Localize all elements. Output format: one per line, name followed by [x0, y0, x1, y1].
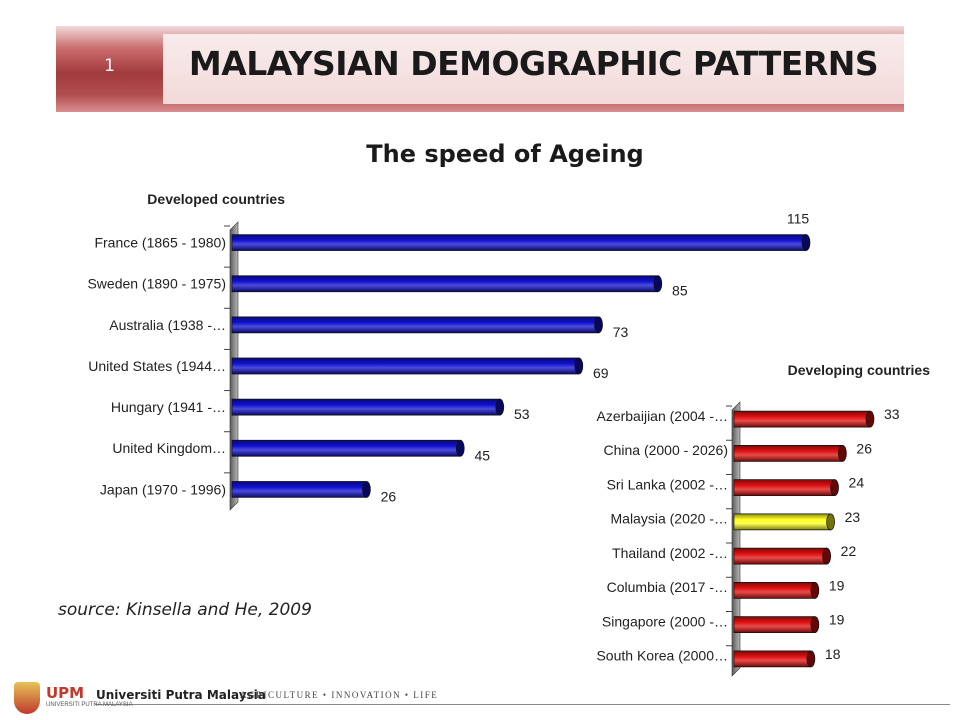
- bar-end-cap: [865, 410, 875, 428]
- bar: [733, 582, 816, 599]
- bar-end-cap: [810, 582, 820, 599]
- footer-tagline: AGRICULTURE • INNOVATION • LIFE: [240, 690, 439, 700]
- category-label: Sri Lanka (2002 -…: [607, 476, 728, 492]
- footer-rule: [95, 704, 950, 705]
- bar-end-cap: [653, 275, 663, 293]
- bar-end-cap: [822, 547, 832, 565]
- bar-highlighted: [733, 513, 831, 531]
- category-label: France (1865 - 1980): [94, 235, 226, 251]
- data-label: 23: [845, 509, 861, 525]
- category-label: China (2000 - 2026): [603, 442, 728, 458]
- bar-end-cap: [830, 479, 839, 496]
- footer-logo-sub: UNIVERSITI PUTRA MALAYSIA: [46, 702, 133, 708]
- title-box: [163, 34, 904, 104]
- data-label: 69: [593, 365, 609, 381]
- bar: [231, 234, 807, 251]
- university-seal-icon: [14, 682, 40, 714]
- category-label: Singapore (2000 -…: [602, 613, 728, 629]
- source-note: source: Kinsella and He, 2009: [58, 600, 312, 620]
- data-label: 24: [849, 475, 865, 491]
- chart-subtitle: The speed of Ageing: [366, 140, 644, 168]
- category-label: Australia (1938 -…: [109, 317, 226, 333]
- bar-end-cap: [574, 357, 584, 375]
- bar: [733, 650, 812, 668]
- chart-title: Developing countries: [788, 362, 931, 378]
- bar-end-cap: [801, 234, 811, 251]
- bar: [733, 616, 816, 633]
- bar-end-cap: [810, 616, 820, 633]
- data-label: 33: [884, 406, 900, 422]
- bar-end-cap: [838, 445, 847, 462]
- data-label: 26: [381, 488, 397, 504]
- bar: [733, 547, 828, 565]
- category-label: United States (1944…: [88, 358, 226, 374]
- data-label: 115: [787, 211, 810, 227]
- y-axis-wall: [731, 401, 741, 677]
- data-label: 73: [613, 324, 629, 340]
- bar: [231, 316, 599, 334]
- data-label: 45: [474, 447, 490, 463]
- bar: [231, 398, 501, 416]
- bar-end-cap: [594, 316, 603, 334]
- bar: [733, 479, 835, 496]
- category-label: South Korea (2000…: [596, 648, 728, 664]
- data-label: 22: [841, 543, 857, 559]
- data-label: 19: [829, 612, 845, 628]
- data-label: 26: [856, 440, 872, 456]
- bar-end-cap: [455, 439, 465, 457]
- bar-end-cap: [362, 481, 371, 498]
- bar: [733, 445, 843, 462]
- category-label: Hungary (1941 -…: [111, 399, 226, 415]
- category-label: United Kingdom…: [112, 440, 226, 456]
- data-label: 19: [829, 577, 845, 593]
- footer: UPM UNIVERSITI PUTRA MALAYSIA Universiti…: [10, 680, 470, 716]
- slide-number: 1: [104, 56, 115, 76]
- bar-end-cap: [826, 513, 835, 531]
- footer-logo: UPM: [46, 684, 85, 702]
- developed-countries-chart: Developed countries France (1865 - 1980) 1…: [87, 191, 811, 511]
- category-label: Thailand (2002 -…: [612, 545, 728, 561]
- chart-title: Developed countries: [147, 191, 285, 207]
- bar: [733, 410, 871, 428]
- bar-end-cap: [806, 650, 816, 668]
- bar: [231, 481, 367, 498]
- category-label: Columbia (2017 -…: [607, 579, 728, 595]
- category-label: Malaysia (2020 -…: [611, 511, 729, 527]
- category-label: Azerbaijian (2004 -…: [596, 408, 728, 424]
- category-label: Sweden (1890 - 1975): [87, 276, 226, 292]
- data-label: 53: [514, 406, 530, 422]
- bar: [231, 439, 461, 457]
- data-label: 18: [825, 646, 841, 662]
- bar: [231, 357, 580, 375]
- data-label: 85: [672, 283, 688, 299]
- slide-title: MALAYSIAN DEMOGRAPHIC PATTERNS: [188, 44, 879, 83]
- bar: [231, 275, 659, 293]
- bar-end-cap: [495, 398, 505, 416]
- category-label: Japan (1970 - 1996): [100, 481, 226, 497]
- developing-countries-chart: Developing countries Azerbaijian (2004 -……: [596, 362, 931, 677]
- footer-university-name: Universiti Putra Malaysia: [96, 688, 266, 702]
